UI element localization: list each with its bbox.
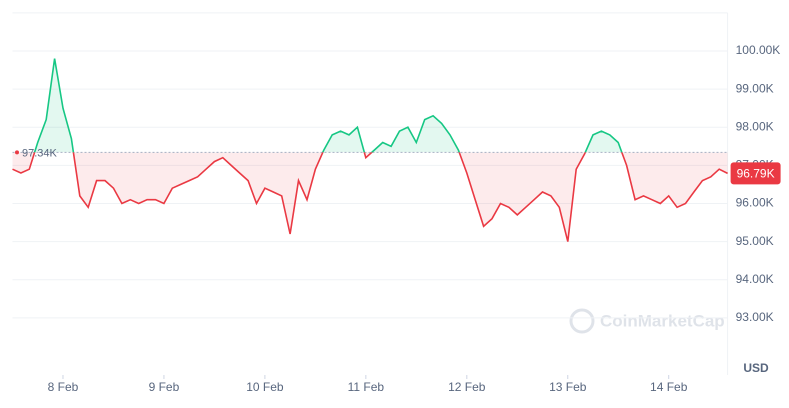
- line-down: [12, 152, 728, 242]
- x-tick-label: 12 Feb: [448, 380, 486, 394]
- baseline-dot: [15, 150, 19, 155]
- line-up: [33, 58, 623, 153]
- x-tick-label: 11 Feb: [348, 380, 385, 394]
- y-tick-label: 96.00K: [736, 196, 774, 210]
- watermark: CoinMarketCap: [569, 308, 725, 334]
- y-tick-label: 95.00K: [736, 234, 774, 248]
- area-down: [12, 152, 728, 242]
- y-tick-label: 100.00K: [736, 43, 781, 57]
- last-price-box: [730, 162, 781, 185]
- x-tick-label: 9 Feb: [149, 380, 180, 394]
- y-tick-label: 93.00K: [736, 310, 774, 324]
- y-axis-label: USD: [743, 361, 769, 375]
- x-tick-label: 13 Feb: [549, 380, 587, 394]
- last-price-label: 96.79K: [737, 167, 775, 181]
- x-tick-label: 10 Feb: [246, 380, 284, 394]
- x-tick-label: 8 Feb: [48, 380, 79, 394]
- watermark-text: CoinMarketCap: [600, 311, 725, 330]
- y-tick-label: 94.00K: [736, 272, 774, 286]
- x-tick-label: 14 Feb: [650, 380, 688, 394]
- y-tick-label: 98.00K: [736, 119, 774, 133]
- y-tick-label: 99.00K: [736, 81, 774, 95]
- baseline-label: 97.34K: [22, 147, 58, 159]
